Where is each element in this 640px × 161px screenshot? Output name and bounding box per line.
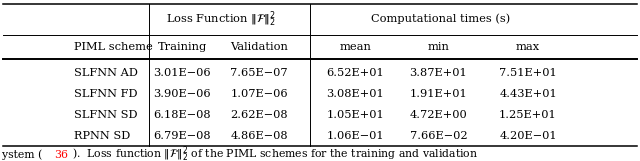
Text: min: min: [428, 42, 449, 52]
Text: 1.91E+01: 1.91E+01: [410, 89, 467, 99]
Text: 1.25E+01: 1.25E+01: [499, 110, 557, 120]
Text: ).  Loss function $\|\mathcal{F}\|_2^2$ of the PIML schemes for the training and: ). Loss function $\|\mathcal{F}\|_2^2$ o…: [72, 145, 478, 161]
Text: 4.43E+01: 4.43E+01: [499, 89, 557, 99]
Text: Loss Function $\|\mathcal{F}\|_2^2$: Loss Function $\|\mathcal{F}\|_2^2$: [166, 9, 276, 29]
Text: 4.72E+00: 4.72E+00: [410, 110, 467, 120]
Text: 2.62E−08: 2.62E−08: [230, 110, 288, 120]
Text: RPNN SD: RPNN SD: [74, 131, 130, 141]
Text: 3.87E+01: 3.87E+01: [410, 68, 467, 78]
Text: 3.08E+01: 3.08E+01: [326, 89, 384, 99]
Text: 6.79E−08: 6.79E−08: [154, 131, 211, 141]
Text: 1.05E+01: 1.05E+01: [326, 110, 384, 120]
Text: 4.20E−01: 4.20E−01: [499, 131, 557, 141]
Text: mean: mean: [339, 42, 371, 52]
Text: 36: 36: [54, 150, 68, 160]
Text: 6.52E+01: 6.52E+01: [326, 68, 384, 78]
Text: 4.86E−08: 4.86E−08: [230, 131, 288, 141]
Text: SLFNN AD: SLFNN AD: [74, 68, 138, 78]
Text: 6.18E−08: 6.18E−08: [154, 110, 211, 120]
Text: max: max: [516, 42, 540, 52]
Text: SLFNN FD: SLFNN FD: [74, 89, 137, 99]
Text: 7.66E−02: 7.66E−02: [410, 131, 467, 141]
Text: 7.65E−07: 7.65E−07: [230, 68, 288, 78]
Text: 1.06E−01: 1.06E−01: [326, 131, 384, 141]
Text: 3.01E−06: 3.01E−06: [154, 68, 211, 78]
Text: PIML scheme: PIML scheme: [74, 42, 152, 52]
Text: Validation: Validation: [230, 42, 288, 52]
Text: 1.07E−06: 1.07E−06: [230, 89, 288, 99]
Text: Training: Training: [158, 42, 207, 52]
Text: SLFNN SD: SLFNN SD: [74, 110, 137, 120]
Text: 3.90E−06: 3.90E−06: [154, 89, 211, 99]
Text: Computational times (s): Computational times (s): [371, 14, 510, 24]
Text: ystem (: ystem (: [2, 149, 42, 160]
Text: 7.51E+01: 7.51E+01: [499, 68, 557, 78]
